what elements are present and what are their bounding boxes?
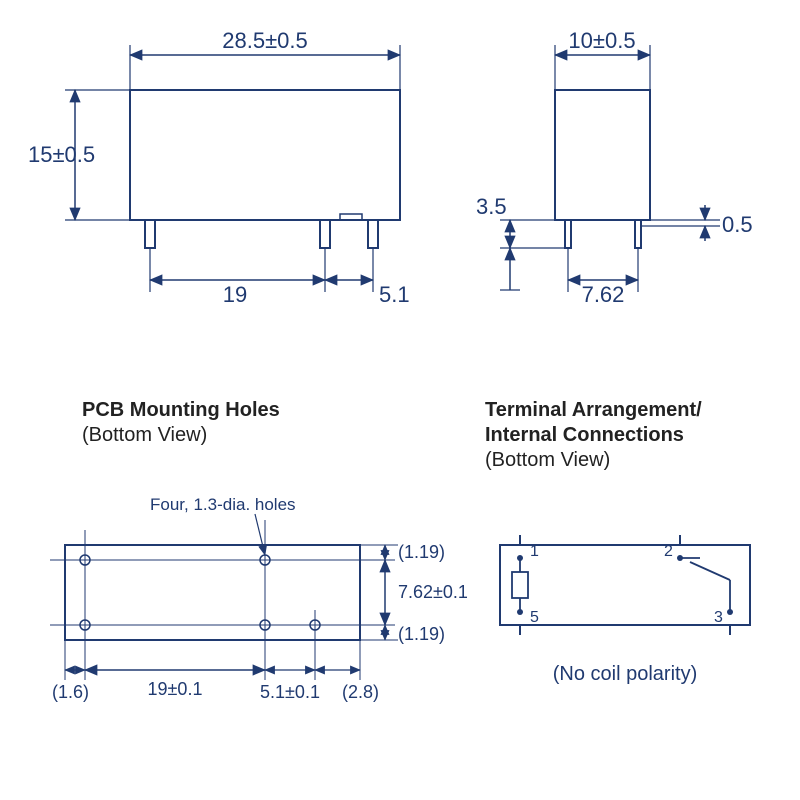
terminal-heading-sub: (Bottom View) bbox=[485, 449, 610, 471]
terminal-heading: Terminal Arrangement/Internal Connection… bbox=[485, 398, 702, 473]
dim-side-pitch: 7.62 bbox=[582, 282, 625, 307]
dim-side-pinthick: 0.5 bbox=[722, 212, 753, 237]
dim-front-pinspan: 19 bbox=[223, 282, 247, 307]
dim-front-pingap: 5.1 bbox=[379, 282, 410, 307]
dim-pcb-margin-top: (1.19) bbox=[398, 542, 445, 562]
terminal-heading-bold: Terminal Arrangement/Internal Connection… bbox=[485, 399, 702, 446]
dim-front-width: 28.5±0.5 bbox=[222, 28, 307, 53]
pin-5-label: 5 bbox=[530, 609, 539, 626]
dim-front-height: 15±0.5 bbox=[28, 142, 95, 167]
terminal-view: 1 5 2 3 (No coil polarity) bbox=[500, 535, 750, 685]
pcb-heading: PCB Mounting Holes (Bottom View) bbox=[82, 398, 280, 448]
dim-pcb-col-gap: 5.1±0.1 bbox=[260, 682, 320, 702]
dim-pcb-col-span: 19±0.1 bbox=[148, 679, 203, 699]
terminal-note: (No coil polarity) bbox=[553, 663, 697, 685]
dim-side-pinheight: 3.5 bbox=[476, 194, 507, 219]
front-view: 28.5±0.5 15±0.5 19 5.1 bbox=[28, 28, 410, 307]
pin-2-label: 2 bbox=[664, 543, 673, 560]
dim-side-width: 10±0.5 bbox=[568, 28, 635, 53]
pin-1-label: 1 bbox=[530, 543, 539, 560]
dim-pcb-left-margin: (1.6) bbox=[52, 682, 89, 702]
dim-pcb-right-margin: (2.8) bbox=[342, 682, 379, 702]
pin-3-label: 3 bbox=[714, 609, 723, 626]
dim-pcb-row-pitch: 7.62±0.1 bbox=[398, 582, 468, 602]
dim-pcb-margin-bot: (1.19) bbox=[398, 624, 445, 644]
pcb-view: Four, 1.3-dia. holes (1.19) 7.62±0.1 (1.… bbox=[50, 495, 468, 702]
side-view: 10±0.5 3.5 0.5 7.62 bbox=[476, 28, 753, 307]
pcb-holes-note: Four, 1.3-dia. holes bbox=[150, 495, 296, 514]
pcb-heading-bold: PCB Mounting Holes bbox=[82, 399, 280, 421]
pcb-heading-sub: (Bottom View) bbox=[82, 424, 207, 446]
